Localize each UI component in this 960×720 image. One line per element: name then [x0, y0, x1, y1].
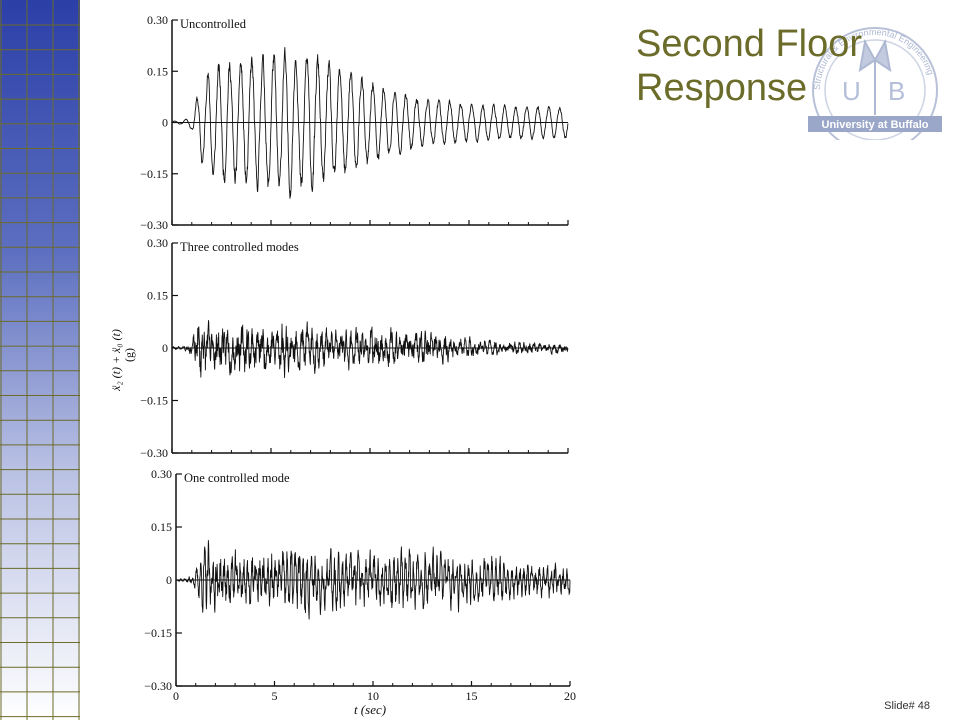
x-tick-label: 0: [173, 689, 179, 703]
y-tick-label: 0.15: [151, 520, 172, 534]
chart-panel-1: 0.30 0.15 0 −0.15 −0.30 Uncontrolled: [140, 13, 569, 232]
y-tick-label: −0.30: [140, 218, 168, 232]
logo-letter-u: U: [842, 76, 861, 106]
y-tick-label: −0.15: [140, 167, 168, 181]
y-tick-label: −0.30: [144, 679, 172, 693]
slide-title: Second Floor Response: [636, 22, 936, 110]
logo-letter-b: B: [888, 76, 905, 106]
decorative-grid: [0, 0, 80, 720]
y-axis-label-line1: ẍ₂ (t) + ẍ₀ (t): [109, 329, 123, 392]
y-tick-label: 0.15: [147, 289, 168, 303]
y-tick-label: 0.15: [147, 64, 168, 78]
y-tick-label: 0.30: [151, 467, 172, 481]
slide-title-line2: Response: [636, 67, 808, 109]
x-tick-label: 5: [272, 689, 278, 703]
x-tick-label: 15: [466, 689, 478, 703]
panel-title: Three controlled modes: [180, 240, 299, 254]
y-tick-label: −0.30: [140, 446, 168, 460]
slide-title-line1: Second Floor: [636, 23, 863, 65]
panel-title: One controlled mode: [184, 471, 290, 485]
response-series-line: [171, 47, 569, 199]
y-tick-label: 0.30: [147, 236, 168, 250]
chart-panel-2: 0.30 0.15 0 −0.15 −0.30 Three controlled mode…: [140, 236, 569, 460]
slide-number: Slide# 48: [884, 700, 930, 712]
y-tick-label: 0: [162, 341, 168, 355]
ub-logo-icon: Structural & Environmental Engineering U…: [808, 27, 942, 140]
y-tick-label: 0: [166, 573, 172, 587]
x-tick-label: 20: [564, 689, 576, 703]
logo-banner-text: University at Buffalo: [822, 119, 929, 131]
panel-title: Uncontrolled: [180, 17, 247, 31]
y-tick-label: 0.30: [147, 13, 168, 27]
x-tick-label: 10: [367, 689, 379, 703]
response-series-line: [175, 539, 571, 620]
response-series-line: [171, 320, 569, 379]
y-tick-label: 0: [162, 116, 168, 130]
x-axis-label: t (sec): [354, 702, 386, 717]
response-figure: 0.300.150−0.15−0.30Uncontrolled0.300.150…: [109, 13, 576, 717]
y-tick-label: −0.15: [140, 394, 168, 408]
y-axis-label-line2: (g): [122, 348, 136, 362]
y-tick-label: −0.15: [144, 626, 172, 640]
